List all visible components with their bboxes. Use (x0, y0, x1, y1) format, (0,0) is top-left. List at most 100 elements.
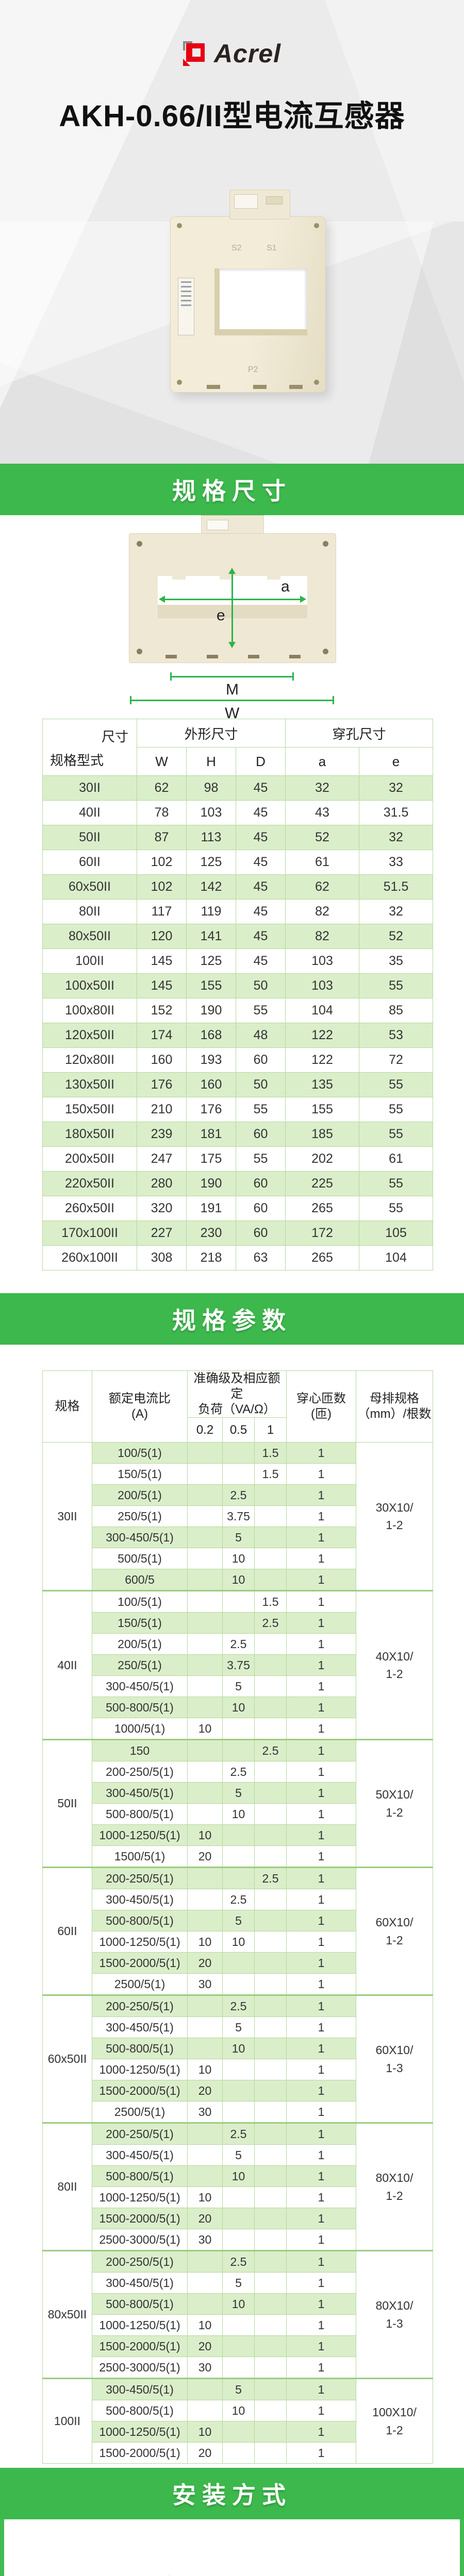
param-table-row: 300-450/5(1) 5 1 (43, 2144, 433, 2166)
table-cell: 308 (137, 1245, 187, 1270)
table-cell: 55 (359, 973, 434, 998)
table-cell: 150/5(1) (92, 1612, 188, 1634)
dim-table-row: 100x50II 145 155 50 103 55 (42, 973, 434, 998)
table-cell (222, 1867, 255, 1889)
parameter-table: 规格 额定电流比 (A) 准确级及相应额定 负荷（VA/Ω） 穿心匝数 (匝) … (42, 1370, 434, 2464)
spec-cell: 100II (42, 2378, 92, 2464)
table-cell: 191 (186, 1196, 236, 1221)
table-cell: 125 (186, 948, 236, 974)
header-turns: 穿心匝数 (匝) (286, 1370, 357, 1443)
table-cell: 53 (359, 1023, 434, 1048)
param-table-row: 1500-2000/5(1) 20 1 (43, 2442, 433, 2464)
dim-table-row: 150x50II 210 176 55 155 55 (42, 1097, 434, 1122)
table-cell (187, 2122, 223, 2145)
table-cell (222, 1442, 255, 1464)
table-cell (187, 1675, 223, 1697)
dim-table-row: 100x80II 152 190 55 104 85 (42, 998, 434, 1023)
table-cell (222, 2229, 255, 2251)
table-cell: 10 (222, 1569, 255, 1591)
dim-table-row: 260x100II 308 218 63 265 104 (42, 1245, 434, 1270)
table-cell (254, 1782, 287, 1804)
table-cell (254, 1718, 287, 1740)
table-cell (254, 2442, 287, 2464)
table-cell: 55 (235, 1097, 286, 1122)
spec-cell: 80II (42, 2122, 92, 2251)
table-cell (222, 2101, 255, 2123)
dim-label-a: a (281, 578, 290, 595)
table-cell (222, 2187, 255, 2208)
table-cell: 2500/5(1) (92, 1973, 188, 1995)
table-cell: 210 (137, 1097, 187, 1122)
table-cell: 155 (285, 1097, 360, 1122)
param-table-row: 1500-2000/5(1) 20 1 (43, 2208, 433, 2229)
table-cell: 50 (235, 1072, 286, 1097)
table-cell: 2.5 (222, 1761, 255, 1783)
dim-table-row: 80II 117 119 45 82 32 (42, 899, 434, 924)
table-cell: 3.75 (222, 1654, 255, 1676)
table-cell (222, 1718, 255, 1740)
table-cell: 1 (286, 2400, 357, 2421)
table-cell: 250/5(1) (92, 1505, 188, 1527)
table-cell: 100/5(1) (92, 1442, 188, 1464)
table-cell: 60 (235, 1171, 286, 1196)
table-cell: 1 (286, 2335, 357, 2357)
table-cell: 1 (286, 2165, 357, 2187)
dim-table-row: 60II 102 125 45 61 33 (42, 850, 434, 875)
table-cell: 220x50II (42, 1171, 137, 1196)
table-cell (187, 2378, 223, 2400)
table-cell: 1 (286, 2059, 357, 2080)
table-cell (254, 2314, 287, 2336)
table-cell: 1 (286, 2293, 357, 2315)
table-cell (254, 1484, 287, 1506)
table-cell: 1 (286, 2208, 357, 2229)
table-cell (254, 2400, 287, 2421)
table-cell: 103 (285, 948, 360, 974)
table-cell: 200-250/5(1) (92, 2122, 188, 2145)
table-cell (222, 1612, 255, 1634)
table-cell: 55 (235, 998, 286, 1023)
dim-table-row: 30II 62 98 45 32 32 (42, 775, 434, 801)
table-cell: 72 (359, 1047, 434, 1073)
table-cell: 45 (235, 948, 286, 974)
table-cell (222, 1973, 255, 1995)
table-cell: 5 (222, 2272, 255, 2294)
table-cell: 105 (359, 1221, 434, 1246)
busbar-cell: 80X10/1-3 (356, 2250, 434, 2379)
table-cell: 122 (285, 1023, 360, 1048)
table-cell: 119 (186, 899, 236, 924)
dim-table-row: 80x50II 120 141 45 82 52 (42, 924, 434, 949)
table-cell: 141 (186, 924, 236, 949)
table-cell: 1.5 (254, 1442, 287, 1464)
table-cell: 1000-1250/5(1) (92, 2059, 188, 2080)
table-cell: 32 (359, 775, 434, 801)
table-cell: 1 (286, 1569, 357, 1591)
table-cell: 500-800/5(1) (92, 1803, 188, 1825)
table-cell: 1 (286, 2187, 357, 2208)
table-cell: 100/5(1) (92, 1590, 188, 1613)
table-cell: 1 (286, 2144, 357, 2166)
table-cell: 1.5 (254, 1463, 287, 1485)
table-cell: 2500-3000/5(1) (92, 2229, 188, 2251)
table-cell (254, 2144, 287, 2166)
param-table-row: 30II 100/5(1) 1.5 1 30X10/1-2 (42, 1442, 434, 1591)
table-cell: 500-800/5(1) (92, 2165, 188, 2187)
table-cell: 280 (137, 1171, 187, 1196)
table-cell (254, 1548, 287, 1569)
table-cell: 200x50II (42, 1146, 137, 1172)
spec-cell: 60II (42, 1867, 92, 1995)
table-cell: 51.5 (359, 874, 434, 900)
spec-cell: 40II (42, 1590, 92, 1740)
param-table-row: 50II 150 2.5 1 50X10/1-2 (42, 1739, 434, 1868)
table-cell (254, 2165, 287, 2187)
table-cell: 1 (286, 2080, 357, 2102)
table-cell: 247 (137, 1146, 187, 1172)
param-table-row: 600/5 10 1 (43, 1569, 433, 1591)
table-cell: 61 (359, 1146, 434, 1172)
table-cell: 2.5 (254, 1612, 287, 1634)
table-cell: 145 (137, 948, 187, 974)
dim-table-row: 100II 145 125 45 103 35 (42, 948, 434, 974)
table-cell: 300-450/5(1) (92, 2016, 188, 2038)
table-cell (222, 1739, 255, 1761)
table-cell: 239 (137, 1122, 187, 1147)
table-cell (222, 1952, 255, 1974)
